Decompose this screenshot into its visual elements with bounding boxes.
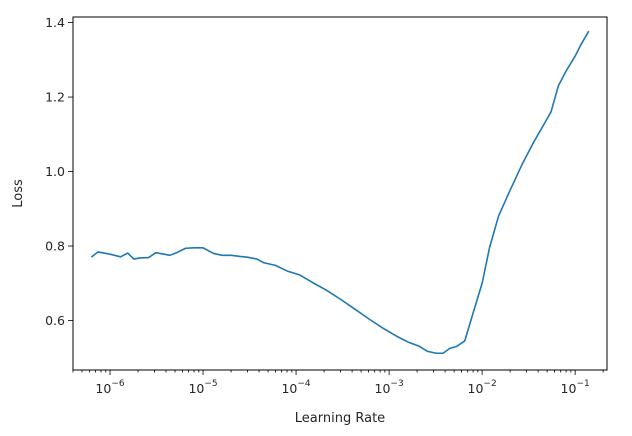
y-tick-label: 1.4 — [45, 15, 65, 30]
x-tick-label: 10−2 — [468, 379, 497, 396]
x-axis: 10−6 10−5 10−4 10−3 10−2 10−1 — [72, 370, 604, 396]
x-axis-label: Learning Rate — [295, 411, 385, 426]
x-tick-label: 10−5 — [188, 379, 217, 396]
y-tick-label: 0.8 — [45, 239, 65, 254]
x-tick-label: 10−4 — [281, 379, 310, 396]
y-axis-label: Loss — [11, 179, 26, 208]
plot-area — [90, 30, 590, 355]
x-tick-label: 10−6 — [95, 379, 124, 396]
x-tick-label: 10−3 — [375, 379, 404, 396]
y-tick-label: 1.2 — [45, 90, 65, 105]
x-tick-label: 10−1 — [561, 379, 590, 396]
loss-series-line-0 — [90, 30, 590, 355]
axes-frame — [72, 16, 608, 371]
y-tick-label: 1.0 — [45, 164, 65, 179]
y-tick-label: 0.6 — [45, 313, 65, 328]
y-axis: 0.6 0.8 1.0 1.2 1.4 — [45, 15, 73, 328]
